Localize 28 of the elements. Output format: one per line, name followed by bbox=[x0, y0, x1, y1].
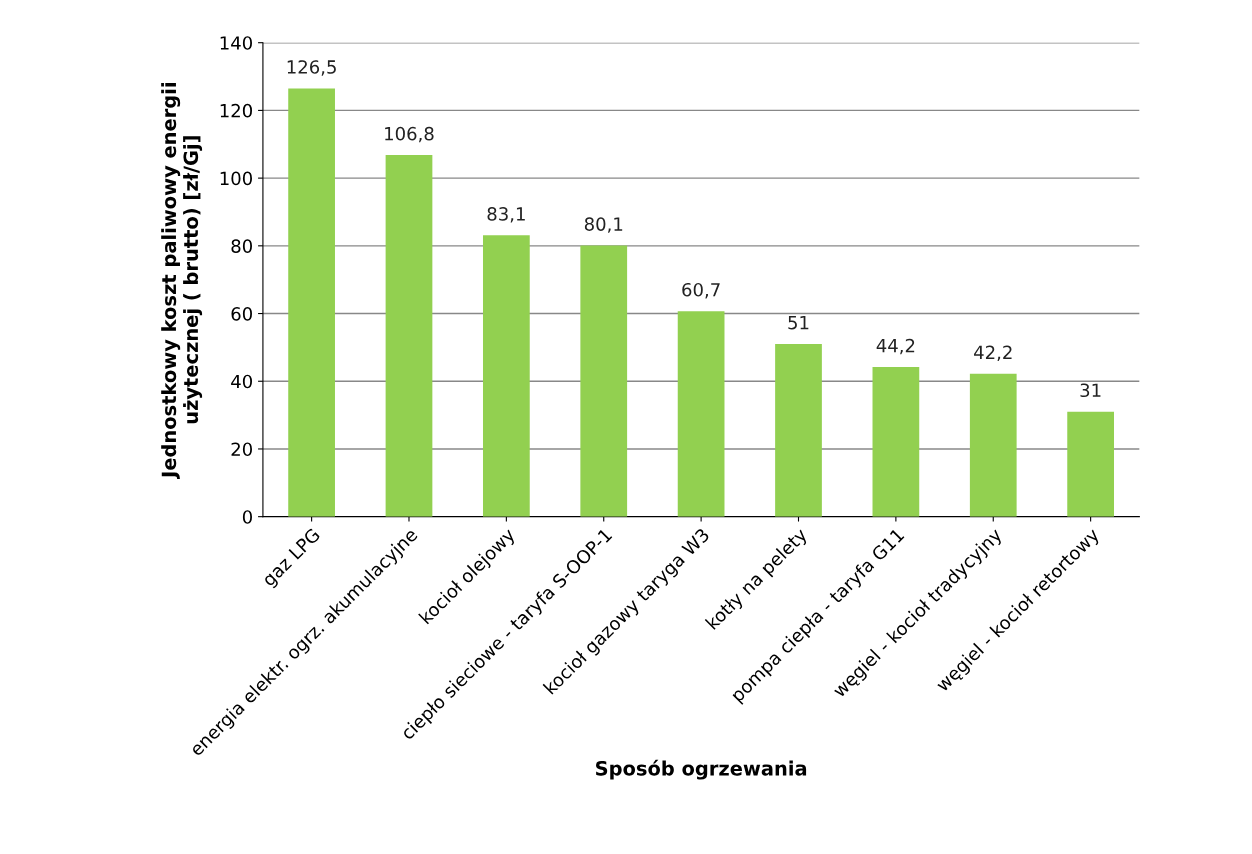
y-tick-label: 60 bbox=[231, 307, 252, 321]
y-tick-label: 40 bbox=[231, 374, 252, 389]
y-tick-label: 120 bbox=[220, 103, 252, 118]
data-label: 80,1 bbox=[584, 217, 623, 233]
bar bbox=[775, 344, 822, 517]
bar bbox=[288, 88, 335, 517]
y-tick-label: 140 bbox=[220, 36, 252, 50]
y-tick-label: 0 bbox=[242, 510, 252, 524]
bar bbox=[1067, 411, 1114, 517]
y-tick-label: 20 bbox=[231, 442, 252, 457]
bar bbox=[872, 367, 920, 517]
bar bbox=[482, 235, 530, 517]
bar bbox=[969, 373, 1017, 517]
y-axis-title: Jednostkowy koszt paliwowy energii użytecznej ( brutto) [zł/Gj] bbox=[161, 83, 203, 480]
data-label: 83,1 bbox=[487, 207, 525, 223]
data-label: 31 bbox=[1080, 383, 1101, 398]
data-label: 44,2 bbox=[876, 338, 915, 355]
data-label: 42,2 bbox=[974, 345, 1012, 362]
x-axis-title: Sposób ogrzewania bbox=[596, 759, 807, 780]
data-label: 51 bbox=[788, 315, 809, 330]
data-label: 60,7 bbox=[682, 282, 720, 299]
data-label: 106,8 bbox=[385, 126, 434, 143]
data-label: 126,5 bbox=[287, 60, 336, 76]
bar bbox=[385, 155, 433, 517]
y-tick-label: 100 bbox=[220, 171, 252, 186]
bar bbox=[677, 311, 725, 517]
y-tick-label: 80 bbox=[231, 239, 252, 253]
bar bbox=[580, 245, 628, 517]
